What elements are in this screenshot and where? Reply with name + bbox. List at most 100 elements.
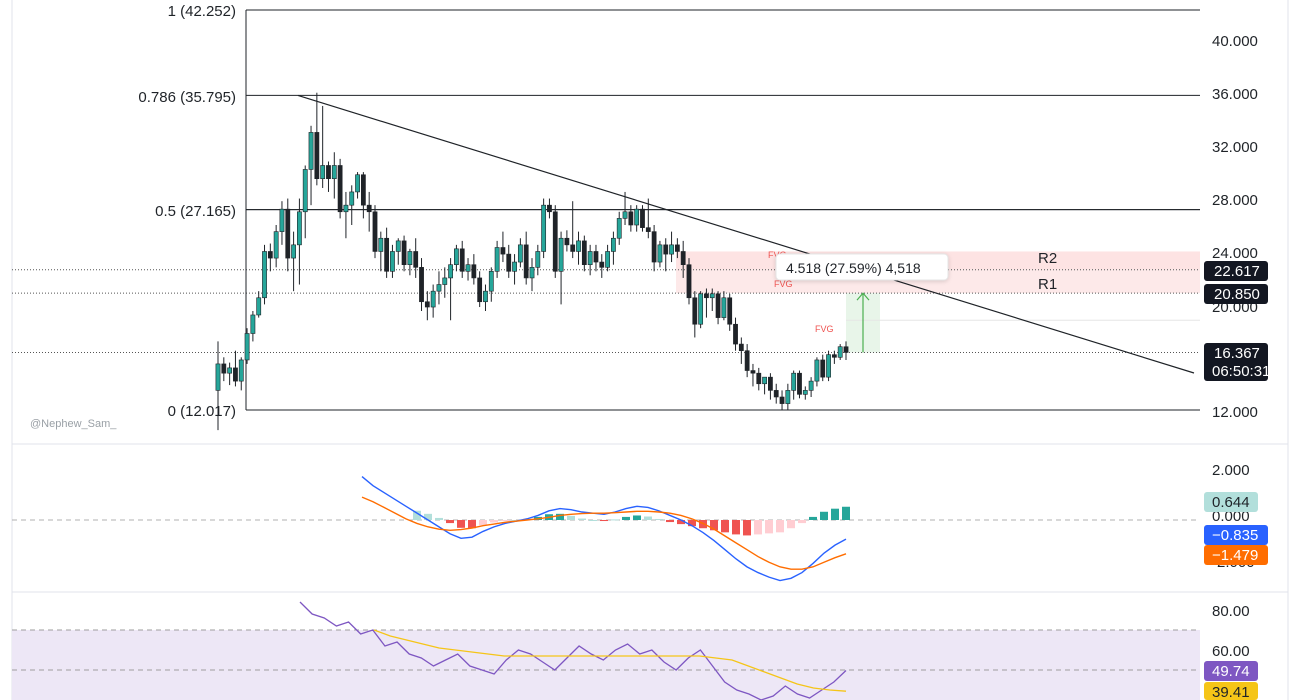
candle-body bbox=[331, 165, 337, 180]
measure-label: 4.518 (27.59%) 4,518 bbox=[786, 260, 921, 276]
macd-signal-value: −1.479 bbox=[1212, 547, 1258, 564]
macd-hist-bar bbox=[809, 516, 817, 520]
candle-body bbox=[570, 244, 576, 252]
r1-price-tag bbox=[1204, 284, 1268, 304]
candle-body bbox=[471, 264, 477, 279]
candle-body bbox=[227, 367, 233, 374]
candle-body bbox=[459, 248, 465, 272]
candle-body bbox=[674, 244, 680, 252]
rsi-ma-value: 39.41 bbox=[1212, 684, 1250, 700]
rsi-band bbox=[12, 630, 1200, 700]
fib-label-0: 0 (12.017) bbox=[168, 403, 236, 420]
candle-body bbox=[291, 244, 296, 259]
candle-body bbox=[581, 240, 587, 265]
level-r2-label: R2 bbox=[1038, 250, 1057, 267]
current-price-tag bbox=[1204, 343, 1268, 381]
signal-line bbox=[361, 496, 847, 570]
r2-price-value: 22.617 bbox=[1214, 263, 1260, 280]
candle-body bbox=[430, 290, 436, 308]
candle-body bbox=[733, 323, 738, 345]
macd-hist-bar bbox=[600, 520, 608, 522]
price-tick-32: 32.000 bbox=[1212, 139, 1258, 156]
macd-hist-bar bbox=[842, 506, 850, 520]
candle-body bbox=[564, 237, 570, 246]
candle-body bbox=[355, 174, 360, 193]
candle-body bbox=[523, 244, 529, 279]
candle-body bbox=[831, 354, 837, 358]
candle-body bbox=[599, 261, 605, 268]
rsi-value: 49.74 bbox=[1212, 663, 1250, 680]
macd-hist-bar bbox=[490, 520, 498, 523]
candle-body bbox=[709, 293, 715, 299]
candle-body bbox=[326, 165, 331, 180]
candle-body bbox=[308, 132, 314, 170]
candle-body bbox=[663, 244, 669, 255]
macd-tick-0: 0.000 bbox=[1212, 508, 1250, 525]
fvg-label-2: FVG bbox=[774, 279, 793, 289]
candle-body bbox=[407, 251, 413, 265]
candle-body bbox=[727, 297, 733, 325]
candle-body bbox=[273, 231, 279, 259]
candle-body bbox=[297, 211, 302, 246]
candle-body bbox=[349, 191, 355, 206]
candle-body bbox=[529, 267, 535, 279]
macd-hist-bar bbox=[567, 515, 575, 520]
candle-body bbox=[814, 359, 820, 382]
candle-body bbox=[413, 251, 419, 268]
rsi-ma-tag bbox=[1204, 682, 1258, 700]
candle-body bbox=[442, 277, 448, 285]
candle-body bbox=[256, 297, 262, 316]
measure-label-box bbox=[775, 253, 949, 281]
candle-body bbox=[837, 346, 843, 358]
candle-body bbox=[628, 211, 634, 226]
candle-body bbox=[302, 169, 308, 213]
macd-hist-tag bbox=[1204, 492, 1258, 512]
candle-body bbox=[384, 237, 390, 272]
candle-body bbox=[721, 297, 727, 318]
candle-body bbox=[622, 211, 628, 219]
target-arrow-head bbox=[856, 292, 870, 301]
candle-body bbox=[587, 251, 593, 265]
price-tick-36: 36.000 bbox=[1212, 86, 1258, 103]
macd-hist-bar bbox=[589, 520, 597, 521]
candle-body bbox=[715, 293, 721, 318]
candle-body bbox=[378, 237, 384, 252]
candle-body bbox=[465, 264, 471, 272]
candle-body bbox=[262, 251, 267, 299]
candle-body bbox=[360, 174, 366, 206]
candle-body bbox=[791, 372, 797, 391]
candle-body bbox=[820, 359, 826, 378]
candle-body bbox=[547, 204, 552, 213]
candle-body bbox=[773, 390, 779, 398]
macd-hist-bar bbox=[479, 520, 487, 526]
candle-body bbox=[704, 293, 709, 299]
macd-hist-bar bbox=[446, 520, 454, 524]
macd-hist-bar bbox=[787, 520, 795, 529]
rsi-line bbox=[299, 601, 847, 700]
candle-body bbox=[779, 396, 785, 404]
candle-body bbox=[576, 240, 581, 252]
price-tick-12: 12.000 bbox=[1212, 404, 1258, 421]
macd-hist-bar bbox=[798, 520, 806, 524]
candle-body bbox=[826, 354, 831, 378]
candle-body bbox=[645, 227, 651, 232]
macd-hist-bar bbox=[413, 510, 421, 520]
macd-hist-bar bbox=[776, 520, 784, 533]
rsi-value-tag bbox=[1204, 661, 1258, 681]
candle-body bbox=[250, 314, 256, 334]
candle-body bbox=[535, 251, 541, 268]
candle-body bbox=[390, 251, 395, 272]
candle-body bbox=[640, 208, 645, 228]
macd-line-tag bbox=[1204, 525, 1268, 545]
candle-body bbox=[669, 244, 674, 255]
candle-body bbox=[651, 231, 657, 263]
candle-body bbox=[680, 251, 686, 265]
price-tick-24: 24.000 bbox=[1212, 245, 1258, 262]
candle-body bbox=[419, 267, 424, 303]
candle-body bbox=[401, 240, 407, 265]
candle-body bbox=[785, 390, 791, 404]
candle-body bbox=[634, 208, 640, 226]
candle-body bbox=[611, 237, 616, 252]
candle-body bbox=[279, 208, 285, 232]
candle-body bbox=[267, 251, 273, 259]
